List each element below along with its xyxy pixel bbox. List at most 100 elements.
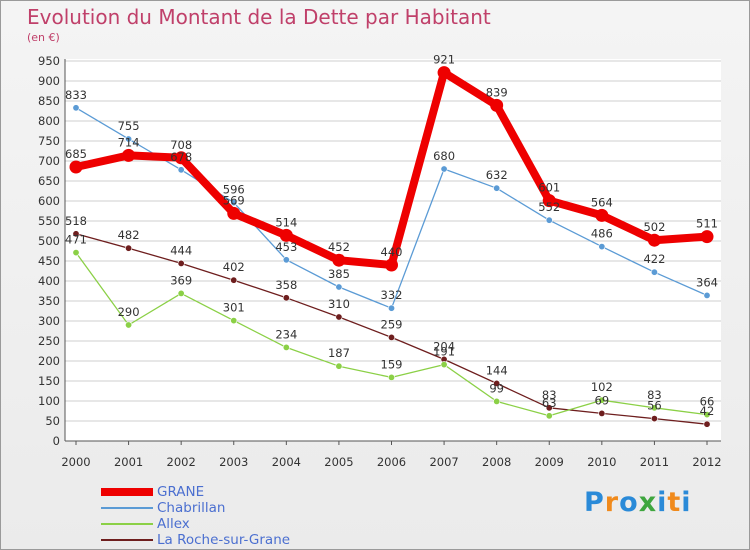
data-label: 63 xyxy=(542,396,557,410)
data-point xyxy=(440,165,448,173)
x-tick-label: 2003 xyxy=(219,455,248,469)
legend: GRANE Chabrillan Allex La Roche-sur-Grane xyxy=(101,484,290,548)
y-tick-label: 450 xyxy=(38,254,60,268)
data-label: 332 xyxy=(381,288,403,302)
data-point xyxy=(650,404,658,412)
data-label: 66 xyxy=(700,395,715,409)
data-label: 310 xyxy=(328,297,350,311)
data-label: 518 xyxy=(65,214,87,228)
legend-label: GRANE xyxy=(157,484,205,500)
data-point xyxy=(598,409,606,417)
y-tick-label: 850 xyxy=(38,94,60,108)
data-point xyxy=(490,98,504,112)
x-tick-label: 2006 xyxy=(377,455,406,469)
data-point xyxy=(72,230,80,238)
data-point xyxy=(387,373,395,381)
data-point xyxy=(545,216,553,224)
data-point xyxy=(177,166,185,174)
y-tick-label: 950 xyxy=(38,54,60,68)
data-label: 69 xyxy=(595,393,610,407)
data-label: 452 xyxy=(328,240,350,254)
data-point xyxy=(598,396,606,404)
data-point xyxy=(230,317,238,325)
data-label: 99 xyxy=(489,381,504,395)
data-point xyxy=(177,259,185,267)
data-label: 714 xyxy=(118,135,140,149)
data-label: 83 xyxy=(647,388,662,402)
data-label: 444 xyxy=(170,243,192,257)
data-label: 191 xyxy=(433,345,455,359)
data-label: 839 xyxy=(486,85,508,99)
data-point xyxy=(387,333,395,341)
data-point xyxy=(387,304,395,312)
data-point xyxy=(650,415,658,423)
data-point xyxy=(279,228,293,242)
data-point xyxy=(437,66,451,80)
data-point xyxy=(493,397,501,405)
y-tick-label: 250 xyxy=(38,334,60,348)
data-label: 56 xyxy=(647,399,662,413)
data-label: 159 xyxy=(381,357,403,371)
data-label: 680 xyxy=(433,149,455,163)
data-label: 259 xyxy=(381,317,403,331)
legend-item: La Roche-sur-Grane xyxy=(101,532,290,548)
x-tick-label: 2011 xyxy=(640,455,669,469)
data-point xyxy=(230,276,238,284)
data-label: 83 xyxy=(542,388,557,402)
data-label: 678 xyxy=(170,150,192,164)
y-tick-label: 900 xyxy=(38,74,60,88)
x-tick-label: 2010 xyxy=(587,455,616,469)
x-tick-label: 2000 xyxy=(61,455,90,469)
data-label: 685 xyxy=(65,147,87,161)
y-tick-label: 300 xyxy=(38,314,60,328)
data-point xyxy=(230,199,238,207)
data-point xyxy=(335,283,343,291)
y-tick-label: 350 xyxy=(38,294,60,308)
data-point xyxy=(542,194,556,208)
x-tick-label: 2009 xyxy=(535,455,564,469)
data-point xyxy=(703,420,711,428)
data-point xyxy=(227,206,241,220)
chart-title: Evolution du Montant de la Dette par Hab… xyxy=(27,5,491,29)
data-label: 486 xyxy=(591,227,613,241)
data-label: 482 xyxy=(118,228,140,242)
data-label: 471 xyxy=(65,233,87,247)
legend-label: Allex xyxy=(157,516,190,532)
data-point xyxy=(703,291,711,299)
data-point xyxy=(493,379,501,387)
data-label: 301 xyxy=(223,301,245,315)
data-label: 514 xyxy=(275,215,297,229)
data-label: 369 xyxy=(170,273,192,287)
data-label: 234 xyxy=(275,327,297,341)
data-point xyxy=(700,230,714,244)
data-label: 596 xyxy=(223,183,245,197)
data-point xyxy=(385,258,398,272)
data-label: 833 xyxy=(65,88,87,102)
y-tick-label: 650 xyxy=(38,174,60,188)
y-tick-label: 550 xyxy=(38,214,60,228)
data-point xyxy=(122,148,136,162)
legend-item: Chabrillan xyxy=(101,500,290,516)
data-label: 204 xyxy=(433,339,455,353)
data-point xyxy=(174,151,188,165)
chart-subtitle: (en €) xyxy=(27,31,60,44)
data-point xyxy=(125,321,133,329)
proxiti-logo: Proxiti xyxy=(584,487,692,518)
data-label: 453 xyxy=(275,240,297,254)
data-point xyxy=(332,253,346,267)
data-point xyxy=(595,208,609,222)
data-point xyxy=(493,184,501,192)
legend-swatch xyxy=(101,488,153,496)
data-point xyxy=(72,249,80,257)
x-tick-label: 2007 xyxy=(429,455,458,469)
data-label: 502 xyxy=(643,220,665,234)
data-point xyxy=(598,243,606,251)
legend-item: Allex xyxy=(101,516,290,532)
y-tick-label: 100 xyxy=(38,394,60,408)
x-tick-label: 2001 xyxy=(114,455,143,469)
y-tick-label: 750 xyxy=(38,134,60,148)
data-label: 402 xyxy=(223,260,245,274)
data-point xyxy=(282,343,290,351)
